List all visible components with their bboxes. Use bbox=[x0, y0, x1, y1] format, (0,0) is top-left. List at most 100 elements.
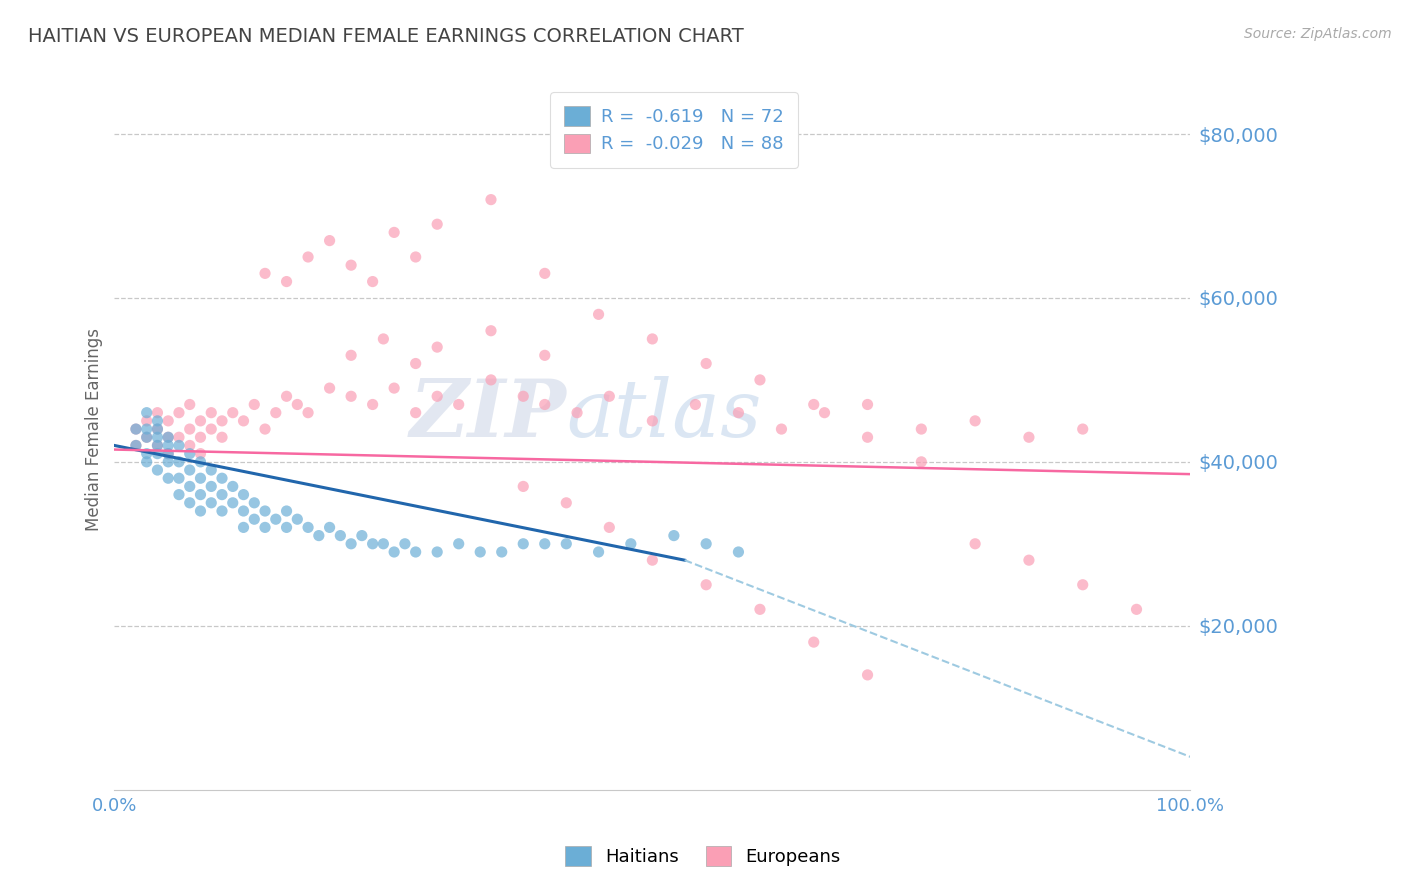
Point bbox=[533, 397, 555, 411]
Point bbox=[1125, 602, 1147, 616]
Point bbox=[662, 528, 685, 542]
Point bbox=[157, 414, 180, 428]
Point bbox=[135, 455, 157, 469]
Point bbox=[264, 406, 287, 420]
Point bbox=[179, 397, 201, 411]
Point bbox=[1018, 553, 1040, 567]
Point bbox=[641, 553, 664, 567]
Point bbox=[856, 668, 879, 682]
Point bbox=[264, 512, 287, 526]
Point bbox=[405, 250, 427, 264]
Point bbox=[276, 504, 298, 518]
Point bbox=[232, 504, 254, 518]
Point bbox=[588, 545, 610, 559]
Point bbox=[340, 537, 363, 551]
Point bbox=[157, 430, 180, 444]
Point bbox=[382, 381, 405, 395]
Point bbox=[146, 463, 169, 477]
Point bbox=[373, 332, 395, 346]
Point bbox=[382, 226, 405, 240]
Point bbox=[276, 389, 298, 403]
Point bbox=[512, 389, 534, 403]
Point bbox=[190, 455, 212, 469]
Point bbox=[135, 422, 157, 436]
Point bbox=[125, 422, 148, 436]
Point bbox=[254, 266, 277, 280]
Point bbox=[727, 545, 749, 559]
Text: ZIP: ZIP bbox=[409, 376, 567, 453]
Point bbox=[167, 455, 190, 469]
Point bbox=[125, 438, 148, 452]
Point bbox=[512, 537, 534, 551]
Point bbox=[405, 545, 427, 559]
Point bbox=[285, 512, 308, 526]
Point bbox=[276, 275, 298, 289]
Point bbox=[146, 438, 169, 452]
Point bbox=[179, 463, 201, 477]
Point bbox=[200, 496, 222, 510]
Point bbox=[373, 537, 395, 551]
Text: Source: ZipAtlas.com: Source: ZipAtlas.com bbox=[1244, 27, 1392, 41]
Point bbox=[565, 406, 588, 420]
Point bbox=[856, 430, 879, 444]
Point bbox=[243, 397, 266, 411]
Point bbox=[222, 496, 245, 510]
Point bbox=[685, 397, 707, 411]
Point bbox=[135, 430, 157, 444]
Point bbox=[361, 275, 384, 289]
Point bbox=[254, 520, 277, 534]
Point bbox=[910, 422, 932, 436]
Point bbox=[190, 447, 212, 461]
Point bbox=[190, 488, 212, 502]
Point bbox=[965, 414, 987, 428]
Point bbox=[361, 397, 384, 411]
Point bbox=[125, 438, 148, 452]
Point bbox=[157, 471, 180, 485]
Point bbox=[533, 266, 555, 280]
Y-axis label: Median Female Earnings: Median Female Earnings bbox=[86, 327, 103, 531]
Point bbox=[167, 406, 190, 420]
Point bbox=[254, 504, 277, 518]
Point bbox=[232, 414, 254, 428]
Point bbox=[135, 430, 157, 444]
Point bbox=[727, 406, 749, 420]
Point bbox=[479, 373, 502, 387]
Point bbox=[695, 537, 717, 551]
Point bbox=[222, 406, 245, 420]
Point bbox=[533, 348, 555, 362]
Point bbox=[641, 332, 664, 346]
Point bbox=[146, 406, 169, 420]
Point bbox=[749, 373, 772, 387]
Point bbox=[405, 406, 427, 420]
Point bbox=[135, 406, 157, 420]
Point bbox=[426, 545, 449, 559]
Point bbox=[179, 438, 201, 452]
Point bbox=[146, 422, 169, 436]
Point bbox=[588, 307, 610, 321]
Point bbox=[190, 504, 212, 518]
Point bbox=[146, 430, 169, 444]
Point bbox=[405, 357, 427, 371]
Point bbox=[200, 479, 222, 493]
Point bbox=[479, 324, 502, 338]
Point bbox=[167, 471, 190, 485]
Point bbox=[641, 414, 664, 428]
Point bbox=[125, 422, 148, 436]
Point bbox=[285, 397, 308, 411]
Point bbox=[770, 422, 793, 436]
Point bbox=[222, 479, 245, 493]
Point bbox=[749, 602, 772, 616]
Point bbox=[179, 479, 201, 493]
Point bbox=[297, 520, 319, 534]
Text: HAITIAN VS EUROPEAN MEDIAN FEMALE EARNINGS CORRELATION CHART: HAITIAN VS EUROPEAN MEDIAN FEMALE EARNIN… bbox=[28, 27, 744, 45]
Point bbox=[157, 455, 180, 469]
Point bbox=[426, 340, 449, 354]
Point bbox=[146, 422, 169, 436]
Legend: Haitians, Europeans: Haitians, Europeans bbox=[553, 833, 853, 879]
Point bbox=[135, 447, 157, 461]
Point bbox=[157, 447, 180, 461]
Point bbox=[179, 496, 201, 510]
Point bbox=[167, 438, 190, 452]
Point bbox=[555, 537, 578, 551]
Point bbox=[146, 447, 169, 461]
